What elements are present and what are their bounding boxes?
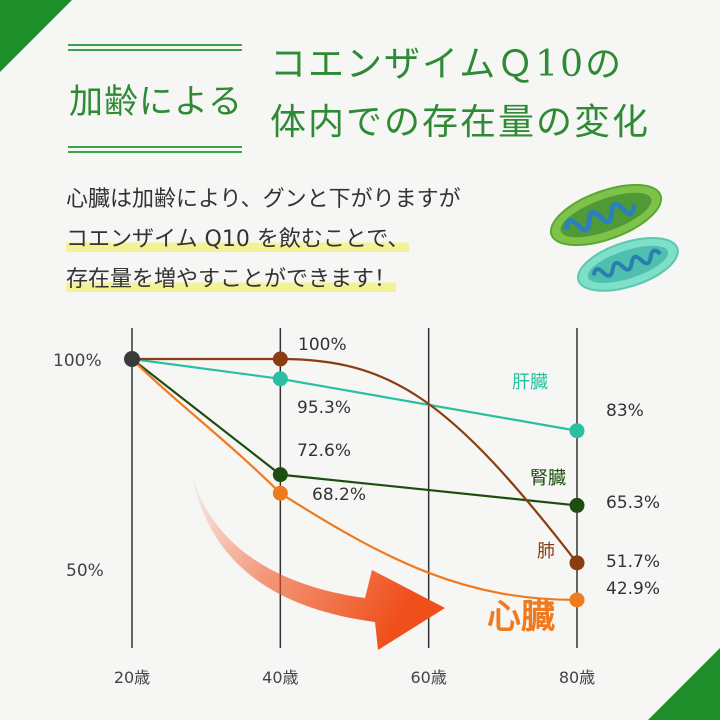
description: 心臓は加齢により、グンと下がりますが コエンザイム Q10 を飲むことで、 存在… bbox=[66, 180, 546, 300]
data-label-heart: 68.2% bbox=[312, 485, 366, 505]
description-line3-text: 存在量を増やすことができます！ bbox=[66, 267, 397, 292]
page-title-line2: 体内での存在量の変化 bbox=[270, 102, 651, 143]
x-tick-label: 60歳 bbox=[410, 668, 446, 687]
data-label-liver: 83% bbox=[606, 401, 644, 421]
series-name-liver: 肝臓 bbox=[512, 372, 548, 393]
data-label-lung: 100% bbox=[298, 335, 347, 355]
data-point-heart bbox=[272, 485, 288, 501]
x-tick-label: 20歳 bbox=[114, 668, 150, 687]
data-label-kidney: 72.6% bbox=[297, 441, 351, 461]
corner-decoration-top-left bbox=[0, 0, 72, 72]
page-title: コエンザイムＱ10の 体内での存在量の変化 bbox=[270, 36, 690, 152]
data-point-kidney bbox=[272, 467, 288, 483]
description-line2-text: コエンザイム Q10 を飲むことで、 bbox=[66, 227, 410, 252]
y-tick-label: 50% bbox=[66, 561, 104, 581]
data-point-liver bbox=[272, 371, 288, 387]
y-tick-label: 100% bbox=[53, 351, 102, 371]
data-point-heart bbox=[569, 592, 585, 608]
series-name-heart: 心臓 bbox=[487, 597, 555, 637]
title-rule-bottom-2 bbox=[68, 151, 242, 153]
title-rule-top bbox=[68, 44, 242, 46]
chart-series: 95.3% 83% 肝臓 72.6% 65.3% 腎臓 100% 51.7% 肺 68.2% 42.… bbox=[124, 335, 660, 637]
series-line-heart bbox=[131, 358, 578, 602]
series-name-kidney: 腎臓 bbox=[530, 468, 566, 489]
description-line3: 存在量を増やすことができます！ bbox=[66, 260, 546, 300]
series-line-kidney bbox=[131, 358, 578, 507]
title-rule-top-2 bbox=[68, 49, 242, 51]
x-tick-label: 40歳 bbox=[262, 668, 298, 687]
data-label-heart: 42.9% bbox=[606, 579, 660, 599]
data-label-liver: 95.3% bbox=[297, 398, 351, 418]
data-point-lung bbox=[272, 351, 288, 367]
x-tick-label: 80歳 bbox=[559, 668, 595, 687]
mitochondria-illustration bbox=[549, 183, 679, 292]
description-line1: 心臓は加齢により、グンと下がりますが bbox=[66, 187, 461, 212]
title-prefix: 加齢による bbox=[69, 82, 243, 122]
chart-axis-labels: 20歳 40歳 60歳 80歳 100% 50% bbox=[53, 351, 595, 687]
data-point-liver bbox=[569, 423, 585, 439]
series-line-lung bbox=[132, 357, 578, 564]
data-point-start bbox=[124, 351, 140, 367]
data-point-kidney bbox=[569, 497, 585, 513]
trend-arrow bbox=[190, 465, 445, 650]
title-rule-bottom bbox=[68, 146, 242, 148]
data-point-lung bbox=[569, 555, 585, 571]
data-label-lung: 51.7% bbox=[606, 552, 660, 572]
page-title-line1: コエンザイムＱ10の bbox=[270, 44, 624, 85]
series-name-lung: 肺 bbox=[537, 541, 555, 562]
description-line2: コエンザイム Q10 を飲むことで、 bbox=[66, 220, 546, 260]
corner-decoration-bottom-right bbox=[648, 648, 720, 720]
data-label-kidney: 65.3% bbox=[606, 493, 660, 513]
